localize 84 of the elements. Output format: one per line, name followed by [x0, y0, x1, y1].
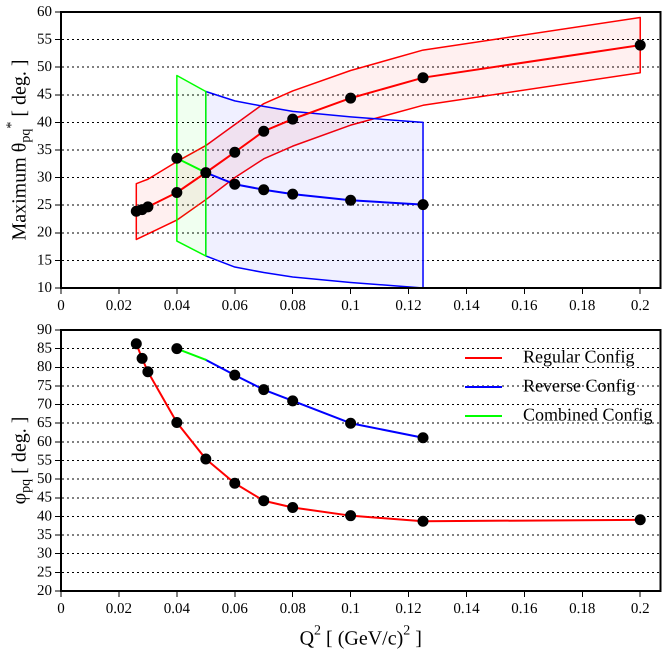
- x-tick-label: 0.2: [630, 298, 650, 314]
- y-tick-label: 60: [37, 434, 52, 450]
- x-tick-label: 0.06: [222, 600, 248, 617]
- point: [200, 167, 212, 178]
- x-tick-label: 0.14: [453, 298, 480, 314]
- legend-label: Combined Config: [523, 404, 652, 425]
- x-tick-label: 0.06: [222, 298, 248, 314]
- point: [130, 338, 142, 350]
- x-tick-label: 0.1: [341, 298, 360, 314]
- x-tick-label: 0.08: [280, 600, 306, 617]
- point: [287, 395, 298, 406]
- point: [634, 40, 646, 51]
- point: [345, 194, 356, 206]
- y-tick-label: 85: [37, 340, 52, 357]
- y-tick-label: 45: [37, 86, 52, 103]
- point: [229, 478, 240, 489]
- y-tick-label: 70: [37, 396, 52, 413]
- y-tick-label: 55: [37, 452, 52, 468]
- y-tick-label: 75: [37, 378, 52, 394]
- y-tick-label: 60: [37, 4, 52, 20]
- point: [229, 178, 240, 190]
- point: [142, 201, 154, 212]
- point: [142, 366, 154, 378]
- y-tick-label: 30: [37, 546, 52, 562]
- point: [345, 92, 356, 104]
- point: [418, 516, 429, 527]
- legend-label: Regular Config: [523, 346, 634, 367]
- y-tick-label: 25: [37, 564, 52, 580]
- point: [418, 432, 429, 444]
- point: [258, 126, 270, 137]
- y-tick-label: 35: [37, 142, 52, 158]
- point: [258, 184, 270, 196]
- x-tick-label: 0.02: [106, 600, 132, 617]
- y-axis-title: Maximum θpq* [ deg. ]: [4, 59, 34, 241]
- point: [345, 418, 356, 429]
- y-tick-label: 30: [37, 170, 52, 186]
- y-tick-label: 25: [37, 197, 52, 214]
- point: [287, 188, 298, 200]
- y-tick-label: 10: [37, 280, 52, 296]
- x-tick-label: 0.04: [164, 600, 190, 617]
- y-tick-label: 65: [37, 415, 52, 432]
- point: [171, 343, 182, 354]
- point: [171, 152, 182, 164]
- point: [258, 384, 270, 396]
- y-tick-label: 15: [37, 252, 52, 268]
- point: [171, 187, 182, 198]
- point: [287, 502, 298, 513]
- y-tick-label: 20: [37, 582, 52, 599]
- y-axis-title: φpq [ deg. ]: [8, 416, 34, 504]
- x-tick-label: 0.12: [395, 298, 422, 314]
- x-tick-label: 0.18: [569, 600, 596, 617]
- point: [229, 146, 240, 158]
- point: [136, 352, 148, 364]
- y-tick-label: 40: [37, 114, 52, 130]
- point: [634, 514, 646, 526]
- x-tick-label: 0.2: [630, 600, 650, 617]
- point: [200, 454, 212, 465]
- y-tick-label: 40: [37, 508, 52, 524]
- y-tick-label: 80: [37, 359, 52, 376]
- x-tick-label: 0: [57, 600, 65, 617]
- x-tick-label: 0.18: [569, 298, 596, 314]
- y-tick-label: 50: [37, 471, 52, 488]
- x-tick-label: 0.16: [511, 298, 538, 314]
- x-tick-label: 0: [57, 298, 65, 314]
- x-tick-label: 0.02: [106, 298, 132, 314]
- point: [418, 199, 429, 210]
- y-tick-label: 45: [37, 490, 52, 506]
- point: [418, 72, 429, 84]
- x-tick-label: 0.12: [395, 600, 422, 617]
- y-tick-label: 20: [37, 224, 52, 241]
- point: [258, 495, 270, 506]
- point: [229, 370, 240, 381]
- x-tick-label: 0.16: [511, 600, 538, 617]
- x-tick-label: 0.08: [280, 298, 306, 314]
- x-tick-label: 0.1: [341, 600, 360, 617]
- y-tick-label: 35: [37, 527, 52, 544]
- y-tick-label: 90: [37, 322, 52, 338]
- x-tick-label: 0.04: [164, 298, 190, 314]
- y-tick-label: 55: [37, 32, 52, 48]
- point: [287, 114, 298, 125]
- y-tick-label: 50: [37, 59, 52, 76]
- point: [171, 416, 182, 428]
- point: [345, 510, 356, 522]
- x-tick-label: 0.14: [453, 600, 480, 617]
